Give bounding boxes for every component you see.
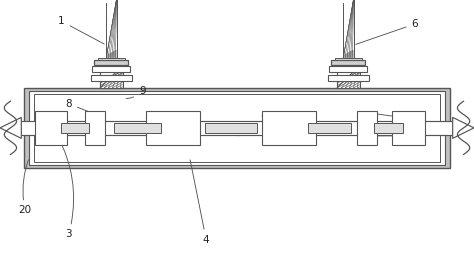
Bar	[98, 58, 125, 60]
Polygon shape	[453, 117, 474, 138]
Bar	[114, 123, 161, 133]
Bar	[106, 0, 117, 58]
Bar	[329, 66, 367, 72]
Bar	[100, 65, 123, 88]
Bar	[392, 111, 425, 145]
Polygon shape	[0, 117, 21, 138]
Bar	[337, 65, 360, 88]
Text: 9: 9	[126, 86, 146, 99]
Text: 5: 5	[363, 131, 418, 141]
Bar	[331, 60, 365, 65]
Bar	[61, 123, 89, 133]
Text: 7: 7	[365, 112, 404, 122]
Bar	[35, 111, 67, 145]
Bar	[94, 60, 128, 65]
Bar	[29, 91, 445, 165]
Bar	[335, 58, 362, 60]
Bar	[17, 121, 457, 135]
Bar	[343, 0, 354, 58]
Bar	[205, 123, 257, 133]
Text: 3: 3	[58, 137, 73, 239]
Bar	[85, 111, 105, 145]
Bar	[262, 111, 316, 145]
Bar	[308, 123, 351, 133]
Bar	[146, 111, 200, 145]
Bar	[24, 88, 450, 168]
Text: 20: 20	[18, 160, 32, 215]
Text: 1: 1	[58, 16, 104, 44]
Bar	[91, 75, 132, 81]
Text: 8: 8	[65, 99, 97, 115]
Bar	[328, 75, 369, 81]
Bar	[374, 123, 403, 133]
Bar	[34, 94, 440, 162]
Text: 2: 2	[238, 115, 266, 136]
Bar	[357, 111, 377, 145]
Bar	[92, 66, 130, 72]
Text: 4: 4	[190, 160, 210, 245]
Text: 6: 6	[356, 19, 418, 44]
